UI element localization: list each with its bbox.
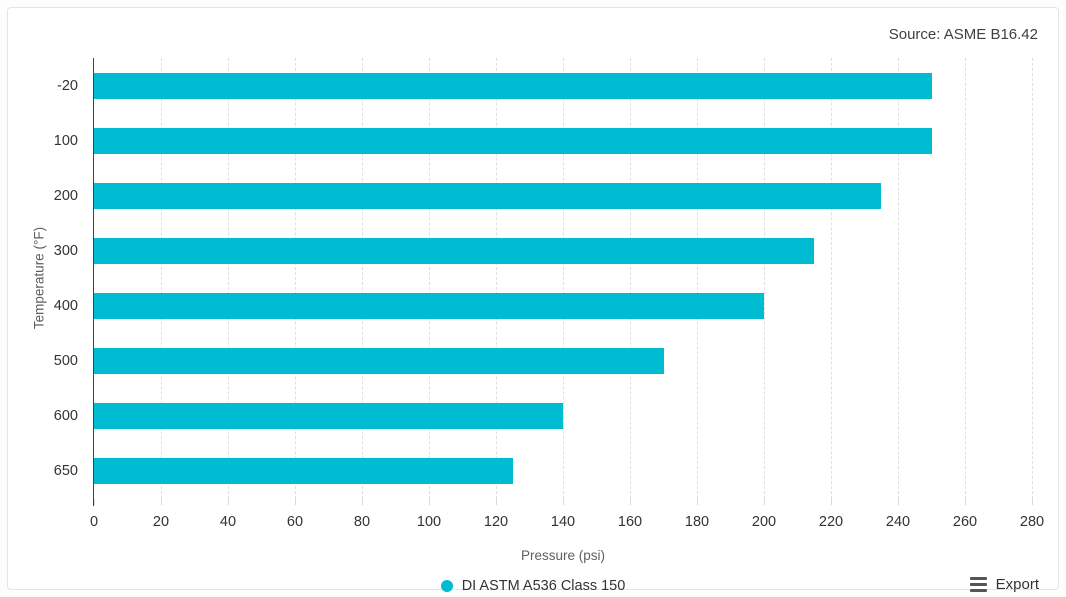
y-tick-label: 600 bbox=[53, 408, 78, 425]
y-tick-label: 200 bbox=[53, 187, 78, 204]
y-tick-label: -20 bbox=[57, 77, 78, 94]
x-tick-label: 20 bbox=[152, 514, 170, 530]
bar[interactable] bbox=[94, 458, 513, 485]
y-tick-label: 300 bbox=[53, 242, 78, 259]
axis-tick bbox=[496, 499, 497, 505]
x-tick-label: 260 bbox=[952, 514, 978, 530]
y-axis-title: Temperature (°F) bbox=[31, 226, 47, 330]
bar[interactable] bbox=[94, 403, 563, 430]
axis-tick bbox=[630, 499, 631, 505]
gridline bbox=[161, 58, 162, 499]
x-tick-label: 40 bbox=[219, 514, 237, 530]
x-tick-label: 240 bbox=[885, 514, 911, 530]
gridline bbox=[831, 58, 832, 499]
bar[interactable] bbox=[94, 127, 932, 154]
axis-tick bbox=[94, 499, 95, 505]
y-tick-label: 650 bbox=[53, 463, 78, 480]
gridline bbox=[362, 58, 363, 499]
x-tick-label: 0 bbox=[89, 514, 99, 530]
x-tick-label: 280 bbox=[1019, 514, 1045, 530]
y-axis-line bbox=[93, 58, 94, 506]
legend-swatch-icon bbox=[440, 580, 453, 592]
axis-tick bbox=[831, 499, 832, 505]
x-tick-label: 120 bbox=[483, 514, 509, 530]
axis-tick bbox=[1032, 499, 1033, 505]
axis-tick bbox=[161, 499, 162, 505]
plot-area: 0 20 40 60 80 100 120 140 160 180 200 220 240 260 280 -… bbox=[54, 58, 1044, 530]
gridline bbox=[563, 58, 564, 499]
axis-tick bbox=[563, 499, 564, 505]
gridline bbox=[228, 58, 229, 499]
x-tick-label: 160 bbox=[617, 514, 643, 530]
x-tick-label: 100 bbox=[416, 514, 442, 530]
legend-label: DI ASTM A536 Class 150 bbox=[461, 578, 626, 594]
bar[interactable] bbox=[94, 237, 815, 264]
bar[interactable] bbox=[94, 293, 764, 320]
gridline bbox=[898, 58, 899, 499]
gridline bbox=[496, 58, 497, 499]
axis-tick bbox=[429, 499, 430, 505]
source-label: Source: ASME B16.42 bbox=[888, 26, 1038, 43]
axis-tick bbox=[764, 499, 765, 505]
x-axis-title: Pressure (psi) bbox=[520, 548, 606, 563]
gridline bbox=[965, 58, 966, 499]
gridline bbox=[295, 58, 296, 499]
x-tick-label: 140 bbox=[550, 514, 576, 530]
x-tick-label: 180 bbox=[684, 514, 710, 530]
bar[interactable] bbox=[94, 72, 932, 99]
legend: DI ASTM A536 Class 150 bbox=[8, 578, 1058, 594]
axis-tick bbox=[295, 499, 296, 505]
axis-tick bbox=[362, 499, 363, 505]
bar[interactable] bbox=[94, 348, 664, 375]
bar[interactable] bbox=[94, 182, 882, 209]
legend-item[interactable]: DI ASTM A536 Class 150 bbox=[440, 578, 626, 594]
gridline bbox=[1032, 58, 1033, 499]
axis-tick bbox=[228, 499, 229, 505]
hamburger-menu-icon bbox=[969, 577, 987, 592]
axis-tick bbox=[898, 499, 899, 505]
gridline bbox=[764, 58, 765, 499]
x-tick-label: 80 bbox=[353, 514, 371, 530]
x-tick-label: 200 bbox=[751, 514, 777, 530]
export-button[interactable]: Export bbox=[969, 576, 1039, 593]
gridline bbox=[630, 58, 631, 499]
y-tick-label: 500 bbox=[53, 353, 78, 370]
axis-tick bbox=[697, 499, 698, 505]
y-tick-label: 400 bbox=[53, 298, 78, 315]
axis-tick bbox=[965, 499, 966, 505]
x-tick-label: 220 bbox=[818, 514, 844, 530]
gridline bbox=[429, 58, 430, 499]
export-button-label: Export bbox=[995, 576, 1039, 593]
chart-card: Source: ASME B16.42 0 20 40 60 80 100 120 140 16… bbox=[7, 7, 1059, 594]
x-tick-label: 60 bbox=[286, 514, 304, 530]
y-tick-label: 100 bbox=[53, 132, 78, 149]
gridline bbox=[697, 58, 698, 499]
